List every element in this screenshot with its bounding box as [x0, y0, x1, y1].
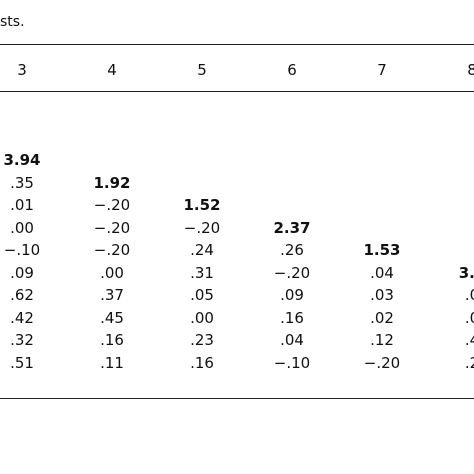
column-header: 3	[17, 61, 27, 79]
table-caption: sts.	[0, 14, 25, 30]
table-cell: .62	[10, 286, 34, 304]
column-header: 8	[467, 61, 474, 79]
table-cell: .12	[370, 331, 394, 349]
table-cell: .02	[370, 308, 394, 327]
table-cell: .16	[100, 331, 124, 349]
column-header: 4	[107, 61, 117, 79]
table-cell: .32	[10, 331, 34, 349]
table-cell: −.20	[93, 196, 131, 214]
bottom-rule	[0, 398, 474, 399]
table-cell: .09	[280, 286, 304, 304]
table-cell: 2.37	[273, 218, 311, 237]
table-cell: .11	[100, 353, 124, 372]
table-cell: .45	[100, 308, 124, 327]
table-cell: .04	[280, 331, 304, 349]
table-cell: .00	[10, 218, 34, 237]
table-cell: .35	[10, 173, 34, 192]
table-cell: .31	[190, 263, 214, 282]
table-cell: .16	[280, 308, 304, 327]
table-cell: 1.52	[183, 196, 221, 214]
table-cell: .4	[464, 331, 474, 349]
table-cell: .24	[190, 241, 214, 259]
header-rule	[0, 91, 474, 92]
table-cell: −.10	[273, 353, 311, 372]
table-cell: .2	[464, 353, 474, 372]
table-cell: .37	[100, 286, 124, 304]
table-cell: .09	[10, 263, 34, 282]
table-cell: .26	[280, 241, 304, 259]
table-cell: .23	[190, 331, 214, 349]
table-cell: .03	[370, 286, 394, 304]
column-header: 7	[377, 61, 387, 79]
table-cell: −.20	[93, 241, 131, 259]
table-cell: .04	[370, 263, 394, 282]
top-rule	[0, 44, 474, 45]
table-cell: −.10	[3, 241, 41, 259]
table-cell: .51	[10, 353, 34, 372]
table-cell: .16	[190, 353, 214, 372]
table-cell: .42	[10, 308, 34, 327]
table-cell: .05	[190, 286, 214, 304]
table-cell: .0	[464, 286, 474, 304]
table-cell: −.20	[93, 218, 131, 237]
column-header: 6	[287, 61, 297, 79]
table-cell: .00	[100, 263, 124, 282]
table-cell: −.20	[363, 353, 401, 372]
table-cell: −.20	[273, 263, 311, 282]
table-cell: −.20	[183, 218, 221, 237]
table-cell: .0	[464, 308, 474, 327]
table-cell: 1.92	[93, 173, 131, 192]
table-cell: .00	[190, 308, 214, 327]
table-cell: 3.94	[3, 151, 41, 169]
table-cell: .01	[10, 196, 34, 214]
table-cell: 3.3	[458, 263, 474, 282]
table-cell: 1.53	[363, 241, 401, 259]
column-header: 5	[197, 61, 207, 79]
